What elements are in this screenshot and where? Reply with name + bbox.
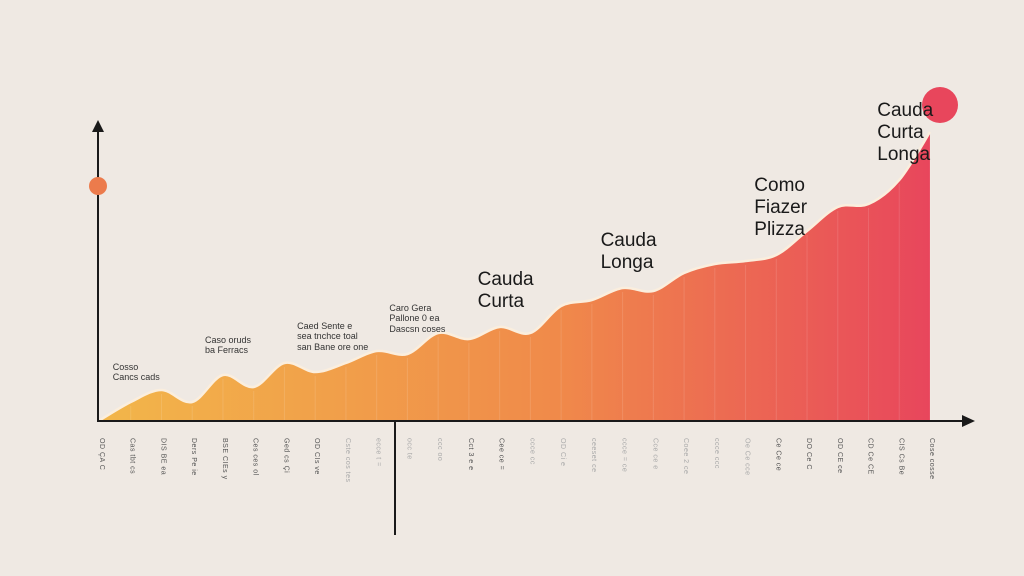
annotation-label: Cosso Cancs cads [113,362,160,383]
annotation-line: Como [754,175,805,196]
annotation-line: Cauda [877,100,934,121]
annotation-line: Longa [600,251,654,273]
annotation-label: Como Fiazer Plizza [754,175,807,241]
x-tick-label: CIS Cs Be [897,438,905,476]
x-tick-label: Cose cosse [928,438,935,480]
annotation-label: Caed Sente e sea tnchce toal san Bane ore … [297,321,368,352]
x-tick-label: Coee 2 ce [682,438,690,475]
x-tick-label: ecce t = [374,438,382,467]
x-tick-label: Ged cs Çi [282,438,290,474]
x-tick-label: occ te [405,438,413,460]
annotation-line: Caro Gera [389,303,432,313]
x-tick-label: Cee ce = [497,438,505,471]
annotation-label: Caro Gera Pallone 0 ea Dascsn coses [389,303,445,334]
annotation-line: Cosso [112,362,139,372]
annotation-line: Cauda [477,269,534,290]
annotation-label: Cauda Curta [478,269,534,313]
x-tick-label: Cce ce e [651,438,659,470]
annotation-line: Curta [877,121,924,143]
x-tick-label: ccc oo [436,438,444,462]
annotation-label: Cauda Curta Longa [877,100,933,166]
y-axis-arrow-icon [92,120,104,132]
x-tick-label: Cct 3 e e [466,438,474,471]
annotation-line: Cancs cads [112,372,160,383]
y-axis-marker [89,177,107,195]
annotation-line: sea tnchce toal [297,331,358,342]
annotation-label: Caso oruds ba Ferracs [205,335,251,356]
x-tick-label: Ce Ce ce [774,438,782,472]
x-tick-label: DIS BE ea [159,438,167,476]
x-tick-label: DO Ce C [805,438,813,470]
annotation-line: Caed Sente e [297,321,353,331]
annotation-line: Dascsn coses [389,323,446,334]
x-tick-label: ccce ccc [712,438,720,469]
x-tick-label: OD CIs ve [313,438,321,475]
x-tick-label: CD Ce CE [866,438,874,475]
x-tick-label: ccce = ce [620,438,628,473]
x-tick-label: Cste cos tes [343,438,351,483]
x-tick-label: BSE CIEs y [220,438,228,480]
annotation-line: Curta [477,290,525,312]
annotation-line: Plizza [754,218,805,240]
x-tick-label: OD Ci e [559,438,567,467]
annotation-line: Longa [877,143,931,165]
annotation-label: Cauda Longa [601,230,657,274]
annotation-line: Caso oruds [204,335,251,345]
annotation-line: Pallone 0 ea [389,313,440,324]
x-axis-arrow-icon [962,415,975,427]
end-marker [922,87,958,123]
annotation-line: Fiazer [754,196,808,218]
annotation-line: san Bane ore one [297,341,369,352]
series-outline [99,131,932,422]
x-tick-label: Ces ces ol [251,438,259,476]
x-tick-label: OD ÇA C [98,438,105,471]
annotation-line: Cauda [600,230,657,251]
x-tick-label: ceeset ce [589,438,597,473]
annotation-line: ba Ferracs [204,345,248,356]
x-tick-label: Oe Ce cce [743,438,751,476]
area-series [100,132,930,420]
x-tick-label: Ders Pe ie [190,438,198,476]
x-tick-label: ccce cc [528,438,536,465]
x-tick-label: OD CE ce [835,438,843,474]
x-tick-label: Cas tbt cs [128,438,136,475]
